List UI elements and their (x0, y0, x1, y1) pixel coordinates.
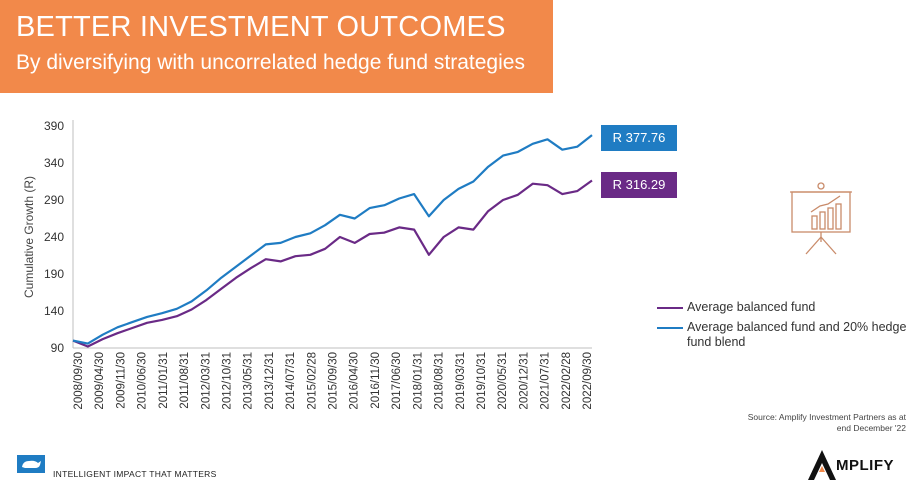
x-tick-label: 2010/06/30 (137, 352, 149, 410)
footer-tagline: INTELLIGENT IMPACT THAT MATTERS (53, 469, 217, 479)
y-axis-label: Cumulative Growth (R) (22, 176, 36, 298)
x-tick-label: 2016/04/30 (349, 352, 361, 410)
rhino-logo-icon (17, 455, 45, 473)
series-line-blend (72, 134, 593, 345)
legend-item-blend: Average balanced fund and 20% hedge fund… (657, 320, 907, 350)
legend-label-balanced: Average balanced fund (687, 300, 816, 314)
x-tick-label: 2019/10/31 (476, 352, 488, 410)
x-tick-label: 2013/12/31 (264, 352, 276, 410)
x-tick-label: 2017/06/30 (391, 352, 403, 410)
presentation-chart-icon (790, 182, 852, 255)
x-tick-label: 2014/07/31 (285, 352, 297, 410)
x-tick-label: 2012/03/31 (200, 352, 212, 410)
end-label-blend: R 377.76 (601, 125, 677, 151)
legend-item-balanced: Average balanced fund (657, 300, 907, 315)
y-tick-label: 390 (44, 119, 64, 133)
y-tick-label: 240 (44, 230, 64, 244)
x-tick-label: 2020/12/31 (518, 352, 530, 410)
source-note: Source: Amplify Investment Partners as a… (747, 412, 906, 433)
x-tick-label: 2018/08/31 (434, 352, 446, 410)
line-chart: 90 140 190 240 290 340 390 Cumulative Growth (R… (22, 119, 594, 410)
x-tick-label: 2013/05/31 (243, 352, 255, 410)
x-tick-label: 2011/01/31 (158, 352, 170, 409)
x-tick-label: 2018/01/31 (412, 352, 424, 410)
amplify-logo-icon (808, 450, 836, 480)
y-tick-label: 90 (51, 341, 65, 355)
x-tick-label: 2009/04/30 (94, 352, 106, 410)
x-tick-label: 2015/09/30 (328, 352, 340, 410)
page-title: BETTER INVESTMENT OUTCOMES (16, 11, 506, 43)
legend-swatch-balanced (657, 307, 683, 309)
x-tick-label: 2022/02/28 (561, 352, 573, 410)
x-tick-label: 2015/02/28 (306, 352, 318, 410)
x-tick-label: 2009/11/30 (115, 352, 127, 409)
y-tick-label: 140 (44, 304, 64, 318)
x-tick-label: 2008/09/30 (73, 352, 85, 410)
y-tick-label: 340 (44, 156, 64, 170)
x-tick-label: 2021/07/31 (540, 352, 552, 410)
series-line-balanced (72, 179, 593, 348)
y-tick-label: 190 (44, 267, 64, 281)
legend-label-blend: Average balanced fund and 20% hedge fund… (687, 320, 907, 349)
x-tick-label: 2022/09/30 (582, 352, 594, 410)
page-subtitle: By diversifying with uncorrelated hedge … (16, 51, 525, 74)
brand-name: MPLIFY (836, 457, 894, 474)
chart-legend: Average balanced fund Average balanced f… (657, 300, 907, 355)
legend-swatch-blend (657, 327, 683, 329)
x-tick-label: 2016/11/30 (370, 352, 382, 409)
x-tick-label: 2020/05/31 (497, 352, 509, 410)
x-tick-label: 2012/10/31 (221, 352, 233, 410)
y-tick-label: 290 (44, 193, 64, 207)
x-tick-label: 2011/08/31 (179, 352, 191, 409)
title-banner: BETTER INVESTMENT OUTCOMES By diversifyi… (0, 0, 553, 93)
x-tick-label: 2019/03/31 (455, 352, 467, 410)
end-label-balanced: R 316.29 (601, 172, 677, 198)
